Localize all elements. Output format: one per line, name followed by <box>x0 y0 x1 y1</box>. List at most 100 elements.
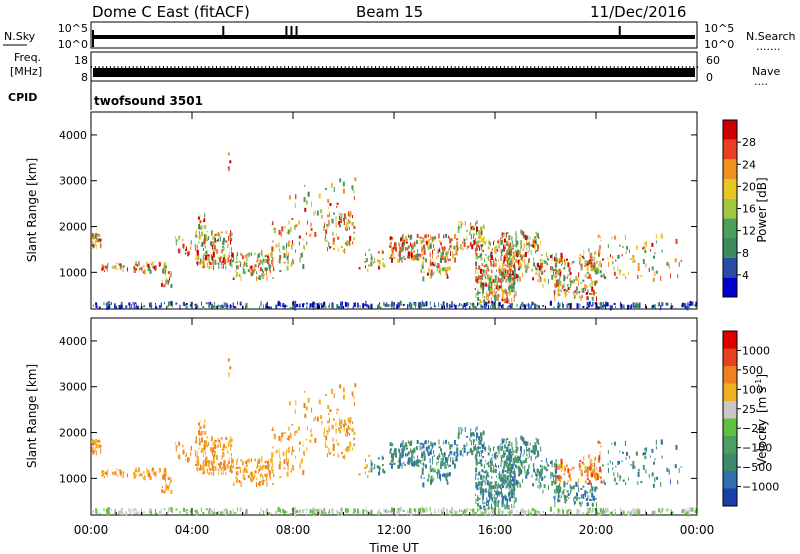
date-title: 11/Dec/2016 <box>590 3 686 21</box>
velocity-echo-cell <box>393 453 395 458</box>
cpid-label: CPID <box>8 91 37 104</box>
velocity-echo-cell <box>463 447 466 453</box>
power-echo-cell <box>422 276 425 282</box>
power-echo-cell <box>393 247 395 252</box>
power-echo-cell <box>475 276 478 279</box>
power-echo-cell <box>91 244 94 247</box>
power-echo-cell <box>532 258 534 262</box>
velocity-echo-cell <box>450 507 453 512</box>
power-echo-cell <box>473 234 475 239</box>
power-echo-cell <box>250 268 253 271</box>
velocity-echo-cell <box>562 509 565 514</box>
velocity-echo-cell <box>444 473 447 478</box>
power-echo-cell <box>243 263 245 267</box>
power-echo-cell <box>183 304 186 307</box>
velocity-echo-cell <box>225 436 228 440</box>
velocity-echo-cell <box>170 477 172 480</box>
power-echo-cell <box>554 268 557 271</box>
power-echo-cell <box>195 303 198 309</box>
power-echo-cell <box>207 254 210 257</box>
power-echo-cell <box>561 255 563 261</box>
power-echo-cell <box>437 249 439 254</box>
power-echo-cell <box>206 230 208 233</box>
power-echo-cell <box>221 249 223 254</box>
velocity-echo-cell <box>507 482 509 487</box>
velocity-echo-cell <box>390 447 392 450</box>
power-echo-cell <box>477 302 479 307</box>
velocity-colorbar-label-units: [m s <box>755 387 769 413</box>
velocity-echo-cell <box>485 489 488 493</box>
velocity-echo-cell <box>384 509 387 512</box>
velocity-echo-cell <box>182 444 184 448</box>
power-echo-cell <box>458 220 460 226</box>
power-echo-cell <box>510 263 512 267</box>
power-echo-cell <box>615 259 617 262</box>
velocity-echo-cell <box>106 508 109 514</box>
power-echo-cell <box>446 266 449 271</box>
velocity-echo-cell <box>506 465 509 468</box>
power-echo-cell <box>544 260 547 264</box>
velocity-echo-cell <box>280 437 282 443</box>
velocity-echo-cell <box>566 490 569 493</box>
power-echo-cell <box>271 259 273 264</box>
velocity-echo-cell <box>515 437 517 443</box>
velocity-echo-cell <box>503 460 506 464</box>
power-echo-cell <box>416 253 419 258</box>
velocity-echo-cell <box>236 462 238 466</box>
velocity-echo-cell <box>214 443 216 448</box>
power-echo-cell <box>489 288 492 293</box>
velocity-echo-cell <box>348 424 350 428</box>
velocity-echo-cell <box>379 508 381 511</box>
velocity-echo-cell <box>611 511 613 515</box>
velocity-echo-cell <box>588 454 590 459</box>
power-echo-cell <box>381 258 384 261</box>
power-echo-cell <box>416 255 418 261</box>
velocity-echo-cell <box>525 474 528 479</box>
velocity-echo-cell <box>458 426 460 432</box>
power-echo-cell <box>566 303 569 308</box>
power-echo-cell <box>200 301 202 306</box>
x-tick-label: 04:00 <box>175 523 210 537</box>
velocity-echo-cell <box>572 485 575 490</box>
velocity-echo-cell <box>654 458 656 461</box>
velocity-echo-cell <box>250 458 252 463</box>
power-echo-cell <box>495 285 498 290</box>
velocity-echo-cell <box>480 481 483 487</box>
velocity-echo-cell <box>211 462 214 467</box>
power-echo-cell <box>431 261 434 265</box>
power-echo-cell <box>533 240 536 244</box>
power-echo-cell <box>196 244 198 249</box>
velocity-echo-cell <box>225 508 228 511</box>
velocity-echo-cell <box>410 448 412 453</box>
power-echo-cell <box>524 264 526 269</box>
velocity-echo-cell <box>335 428 337 434</box>
power-echo-cell <box>217 232 219 237</box>
power-echo-cell <box>506 269 509 275</box>
velocity-echo-cell <box>273 434 276 440</box>
velocity-echo-cell <box>211 471 213 475</box>
velocity-echo-cell <box>323 427 325 430</box>
power-echo-cell <box>680 259 682 262</box>
velocity-echo-cell <box>500 473 502 478</box>
power-echo-cell <box>245 262 248 266</box>
power-echo-cell <box>695 301 698 306</box>
power-echo-cell <box>201 266 203 269</box>
velocity-echo-cell <box>555 467 558 471</box>
power-echo-cell <box>607 261 609 267</box>
velocity-echo-cell <box>431 479 433 485</box>
power-echo-cell <box>178 248 181 254</box>
power-echo-cell <box>562 303 565 308</box>
power-echo-cell <box>589 282 591 287</box>
velocity-echo-cell <box>122 471 124 477</box>
power-echo-cell <box>302 303 305 308</box>
power-echo-cell <box>382 262 385 267</box>
power-echo-cell <box>500 278 502 284</box>
velocity-echo-cell <box>189 509 192 513</box>
power-echo-cell <box>351 222 354 227</box>
velocity-echo-cell <box>575 496 578 501</box>
power-echo-cell <box>304 184 306 187</box>
power-echo-cell <box>476 241 478 247</box>
velocity-echo-cell <box>431 445 433 450</box>
power-echo-cell <box>506 277 508 283</box>
power-echo-cell <box>399 250 402 253</box>
